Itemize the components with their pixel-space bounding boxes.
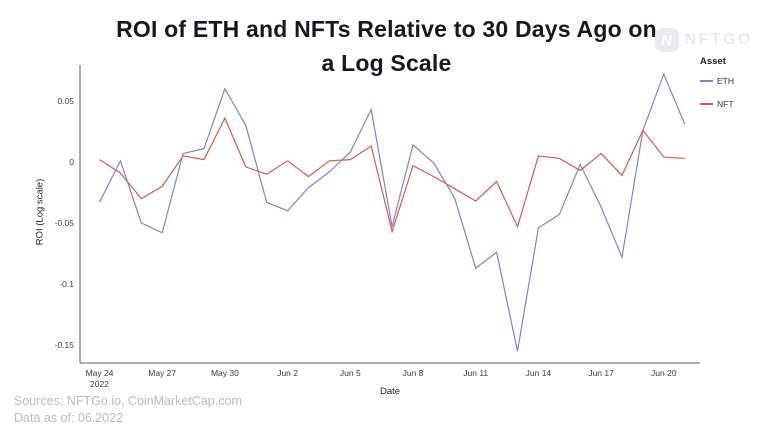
eth-line	[98, 72, 686, 352]
x-tick-label: Jun 17	[588, 368, 614, 378]
x-tick-label: Jun 11	[463, 368, 488, 378]
x-tick-label: Jun 8	[403, 368, 424, 378]
nftgo-logo: N NFTGO	[654, 28, 754, 52]
y-tick-label: 0.05	[57, 96, 74, 106]
legend-item-eth: ETH	[700, 72, 734, 90]
eth-line-swatch	[700, 79, 713, 82]
nftgo-logo-text: NFTGO	[684, 31, 753, 48]
y-tick-label: -0.1	[59, 279, 74, 289]
nft-line	[99, 116, 685, 234]
x-tick-label: May 30	[211, 368, 239, 378]
legend: Asset ETH NFT	[700, 56, 734, 113]
sources-text: Sources: NFTGo.io, CoinMarketCap.com	[14, 394, 242, 408]
nft-line-swatch	[700, 102, 713, 105]
x-tick-label: Jun 2	[277, 368, 298, 378]
y-tick-label: -0.05	[55, 218, 75, 228]
x-tick-label: May 24	[86, 368, 114, 378]
chart-title-line1: ROI of ETH and NFTs Relative to 30 Days …	[116, 16, 657, 42]
x-axis-title: Date	[379, 386, 401, 397]
footer: Sources: NFTGo.io, CoinMarketCap.com Dat…	[14, 393, 242, 427]
y-tick-label: -0.15	[55, 340, 75, 350]
x-tick-label: Jun 5	[340, 368, 361, 378]
nftgo-n-letter: N	[661, 31, 672, 49]
data-as-of-text: Data as of: 06.2022	[14, 411, 124, 425]
x-tick-year-label: 2022	[90, 379, 109, 389]
legend-title: Asset	[700, 56, 726, 67]
legend-label-eth: ETH	[717, 75, 734, 86]
nftgo-n-icon: N	[654, 28, 679, 52]
chart-title-line2: a Log Scale	[321, 50, 452, 76]
legend-label-nft: NFT	[717, 98, 734, 109]
y-tick-label: 0	[69, 157, 74, 167]
x-tick-label: Jun 14	[526, 368, 552, 378]
legend-item-nft: NFT	[700, 95, 734, 113]
page-title: ROI of ETH and NFTs Relative to 30 Days …	[0, 12, 773, 80]
x-tick-label: May 27	[148, 368, 176, 378]
x-tick-label: Jun 20	[651, 368, 677, 378]
